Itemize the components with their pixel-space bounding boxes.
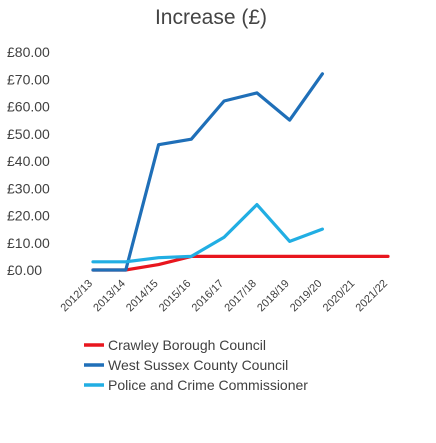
legend: Crawley Borough Council West Sussex Count… bbox=[84, 337, 308, 393]
legend-label: West Sussex County Council bbox=[108, 357, 288, 373]
x-tick-label: 2016/17 bbox=[190, 278, 227, 315]
x-tick-label: 2013/14 bbox=[91, 278, 128, 315]
series-line bbox=[91, 203, 324, 264]
y-tick-label: £0.00 bbox=[7, 262, 42, 278]
x-axis-ticks: 2012/132013/142014/152015/162016/172017/… bbox=[59, 278, 391, 315]
x-tick-label: 2014/15 bbox=[124, 278, 161, 315]
y-tick-label: £10.00 bbox=[7, 235, 50, 251]
series-lines bbox=[91, 72, 390, 272]
series-line bbox=[91, 254, 390, 272]
y-tick-label: £30.00 bbox=[7, 180, 50, 196]
legend-label: Crawley Borough Council bbox=[108, 337, 266, 353]
x-tick-label: 2012/13 bbox=[59, 278, 96, 315]
y-axis-ticks: £0.00 £10.00 £20.00 £30.00 £40.00 £50.00 £60.0… bbox=[7, 44, 50, 278]
y-tick-label: £50.00 bbox=[7, 126, 50, 142]
series-line bbox=[91, 72, 324, 272]
y-tick-label: £60.00 bbox=[7, 99, 50, 115]
x-tick-label: 2015/16 bbox=[157, 278, 194, 315]
x-tick-label: 2019/20 bbox=[288, 278, 325, 315]
y-tick-label: £20.00 bbox=[7, 208, 50, 224]
x-tick-label: 2020/21 bbox=[321, 278, 358, 315]
y-tick-label: £80.00 bbox=[7, 44, 50, 60]
chart-title: Increase (£) bbox=[155, 6, 267, 29]
x-tick-label: 2017/18 bbox=[222, 278, 259, 315]
y-tick-label: £70.00 bbox=[7, 71, 50, 87]
x-tick-label: 2018/19 bbox=[255, 278, 292, 315]
x-tick-label: 2021/22 bbox=[354, 278, 391, 315]
legend-label: Police and Crime Commissioner bbox=[108, 377, 308, 393]
y-tick-label: £40.00 bbox=[7, 153, 50, 169]
